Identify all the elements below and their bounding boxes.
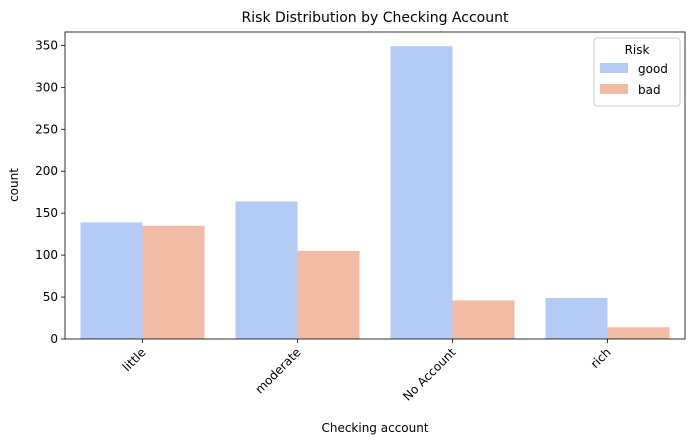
y-tick-label: 150 (35, 206, 58, 220)
x-tick-label: No Account (400, 345, 459, 404)
y-tick-label: 50 (43, 290, 58, 304)
legend-label-bad: bad (638, 83, 661, 97)
bar-good-2 (390, 46, 453, 340)
bar-bad-0 (142, 225, 205, 339)
y-tick-label: 300 (35, 80, 58, 94)
y-axis-label: count (7, 168, 21, 202)
bar-good-1 (235, 201, 298, 339)
bar-bad-3 (607, 327, 670, 339)
chart-title: Risk Distribution by Checking Account (242, 10, 509, 26)
plot-frame (64, 31, 686, 340)
y-axis: 0 50 100 150 200 250 300 350 (35, 38, 65, 346)
x-tick-label: moderate (252, 345, 303, 396)
legend-swatch-bad (600, 84, 628, 94)
bar-good-3 (545, 297, 608, 339)
y-tick-label: 250 (35, 122, 58, 136)
bars-group (80, 46, 670, 340)
bar-bad-2 (452, 300, 515, 339)
y-tick-label: 200 (35, 164, 58, 178)
y-tick-label: 0 (50, 332, 58, 346)
x-axis: little moderate No Account rich (120, 339, 614, 404)
y-tick-label: 100 (35, 248, 58, 262)
bar-bad-1 (297, 250, 360, 339)
legend-swatch-good (600, 63, 628, 73)
legend-label-good: good (638, 62, 668, 76)
legend-title: Risk (625, 43, 650, 57)
legend: Risk good bad (593, 37, 681, 107)
x-tick-label: rich (588, 345, 614, 371)
x-axis-label: Checking account (321, 421, 428, 435)
x-tick-label: little (120, 345, 149, 374)
bar-good-0 (80, 222, 143, 339)
y-tick-label: 350 (35, 38, 58, 52)
